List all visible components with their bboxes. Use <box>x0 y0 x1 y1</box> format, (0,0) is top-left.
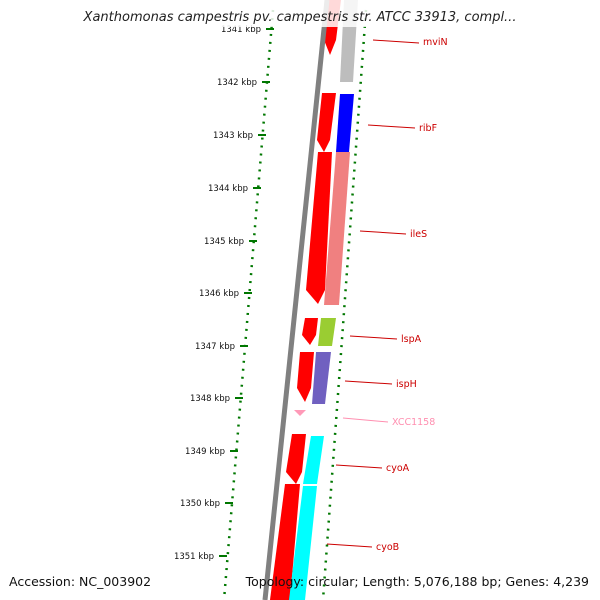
gene-block-ispH[interactable] <box>312 352 331 404</box>
gene-label-line <box>326 543 373 548</box>
gene-label-XCC1158[interactable]: XCC1158 <box>392 417 435 428</box>
cds-arrow[interactable] <box>297 352 314 402</box>
ruler-tick-label: 1348 kbp <box>190 394 230 404</box>
gene-color-track <box>289 0 358 600</box>
gene-label-ispH[interactable]: ispH <box>396 379 417 390</box>
ruler-tick-label: 1342 kbp <box>217 78 257 88</box>
gene-block-lspA[interactable] <box>318 318 336 346</box>
gene-label-line <box>367 124 416 129</box>
ruler-tick-label: 1343 kbp <box>213 131 253 141</box>
gene-label-mviN[interactable]: mviN <box>423 37 448 48</box>
cds-arrow[interactable] <box>317 93 336 152</box>
map-title: Xanthomonas campestris pv. campestris st… <box>83 10 517 25</box>
gene-block-cyoA[interactable] <box>303 436 324 484</box>
gene-labels: mviN ribF ileS lspA ispH XCC1158 cyoA cyoB <box>326 37 448 553</box>
gene-label-line <box>344 380 393 385</box>
cds-track <box>270 0 341 600</box>
gene-label-line <box>342 417 389 423</box>
gene-label-cyoB[interactable]: cyoB <box>376 542 399 553</box>
cds-arrow[interactable] <box>306 152 332 304</box>
cds-arrow[interactable] <box>270 484 300 600</box>
ruler-tick-label: 1350 kbp <box>180 499 220 509</box>
ruler-tick-label: 1341 kbp <box>221 25 261 35</box>
accession-label: Accession: NC_003902 <box>9 574 151 589</box>
cds-arrow[interactable] <box>286 434 306 484</box>
gene-label-lspA[interactable]: lspA <box>401 334 422 345</box>
ruler-tick-label: 1345 kbp <box>204 237 244 247</box>
gene-label-ribF[interactable]: ribF <box>419 123 437 134</box>
gene-block-cyoB[interactable] <box>289 486 317 600</box>
gene-label-ileS[interactable]: ileS <box>410 229 427 240</box>
ruler-tick-label: 1347 kbp <box>195 342 235 352</box>
ruler-arc <box>222 9 275 600</box>
gene-label-line <box>359 230 407 235</box>
gene-block-ribF[interactable] <box>336 94 354 152</box>
gene-label-line <box>335 464 383 469</box>
gene-block-XCC1158[interactable] <box>294 410 306 416</box>
ruler-tick-label: 1346 kbp <box>199 289 239 299</box>
gene-block-ileS[interactable] <box>324 152 350 305</box>
gene-label-line <box>349 335 398 340</box>
topology-label: Topology: circular; Length: 5,076,188 bp… <box>245 574 589 589</box>
genome-backbone <box>262 0 330 600</box>
ruler-tick-label: 1351 kbp <box>174 552 214 562</box>
ruler-ticks: 1341 kbp 1342 kbp 1343 kbp 1344 kbp 1345 kbp… <box>174 25 274 562</box>
ruler-tick-label: 1349 kbp <box>185 447 225 457</box>
gene-label-cyoA[interactable]: cyoA <box>386 463 410 474</box>
cds-arrow[interactable] <box>302 318 318 345</box>
gene-label-line <box>372 39 420 44</box>
ruler-tick-label: 1344 kbp <box>208 184 248 194</box>
